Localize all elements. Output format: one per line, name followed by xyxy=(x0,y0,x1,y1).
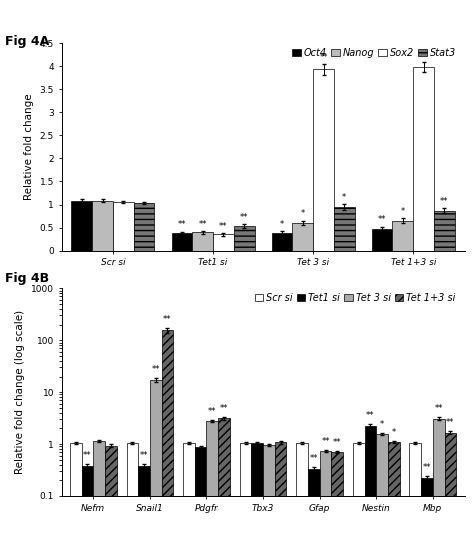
Text: **: ** xyxy=(440,197,448,206)
Text: **: ** xyxy=(208,407,217,416)
Bar xyxy=(292,223,313,251)
Text: **: ** xyxy=(423,463,431,472)
Bar xyxy=(82,466,93,539)
Text: **: ** xyxy=(321,437,330,446)
Bar xyxy=(272,233,292,251)
Bar xyxy=(334,207,355,251)
Text: **: ** xyxy=(333,438,341,447)
Text: **: ** xyxy=(178,220,186,230)
Bar xyxy=(207,421,218,539)
Text: *: * xyxy=(401,207,405,216)
Bar xyxy=(218,418,230,539)
Text: **: ** xyxy=(319,53,328,61)
Text: **: ** xyxy=(419,51,428,60)
Text: **: ** xyxy=(366,411,374,420)
Bar xyxy=(172,233,192,251)
Bar xyxy=(313,70,334,251)
Bar xyxy=(296,443,308,539)
Text: **: ** xyxy=(140,451,148,460)
Text: **: ** xyxy=(446,418,455,427)
Bar xyxy=(433,418,445,539)
Text: **: ** xyxy=(240,213,248,222)
Bar xyxy=(365,426,376,539)
Bar xyxy=(127,443,138,539)
Bar xyxy=(376,434,388,539)
Bar xyxy=(331,452,343,539)
Text: **: ** xyxy=(163,315,172,324)
Y-axis label: Relative fold change (log scale): Relative fold change (log scale) xyxy=(16,310,26,474)
Bar xyxy=(240,443,251,539)
Bar xyxy=(434,211,455,251)
Text: Fig 4A: Fig 4A xyxy=(5,35,49,48)
Bar xyxy=(372,229,392,251)
Bar xyxy=(162,330,173,539)
Bar xyxy=(308,469,319,539)
Legend: Oct4, Nanog, Sox2, Stat3: Oct4, Nanog, Sox2, Stat3 xyxy=(288,44,460,61)
Bar xyxy=(388,443,400,539)
Bar xyxy=(70,443,82,539)
Text: **: ** xyxy=(152,365,160,374)
Text: **: ** xyxy=(310,454,318,463)
Bar xyxy=(410,443,421,539)
Text: *: * xyxy=(342,193,346,202)
Bar xyxy=(421,478,433,539)
Text: Fig 4B: Fig 4B xyxy=(5,272,49,285)
Text: *: * xyxy=(301,209,305,218)
Text: **: ** xyxy=(378,216,386,224)
Bar xyxy=(105,446,117,539)
Bar xyxy=(445,433,456,539)
Bar xyxy=(93,441,105,539)
Legend: Scr si, Tet1 si, Tet 3 si, Tet 1+3 si: Scr si, Tet1 si, Tet 3 si, Tet 1+3 si xyxy=(251,289,460,307)
Bar xyxy=(319,451,331,539)
Text: **: ** xyxy=(83,451,91,460)
Text: **: ** xyxy=(220,404,228,413)
Text: **: ** xyxy=(219,222,228,231)
Bar xyxy=(134,203,155,251)
Bar xyxy=(138,466,150,539)
Text: *: * xyxy=(280,220,284,229)
Text: **: ** xyxy=(435,404,443,413)
Bar xyxy=(251,443,263,539)
Text: **: ** xyxy=(199,219,207,229)
Text: *: * xyxy=(380,420,384,429)
Bar xyxy=(92,201,113,251)
Bar xyxy=(275,443,286,539)
Bar xyxy=(192,232,213,251)
Y-axis label: Relative fold change: Relative fold change xyxy=(24,94,34,200)
Bar xyxy=(263,445,275,539)
Bar xyxy=(213,234,234,251)
Bar xyxy=(195,447,207,539)
Bar xyxy=(183,443,195,539)
Text: *: * xyxy=(392,428,396,437)
Bar xyxy=(113,202,134,251)
Bar xyxy=(72,201,92,251)
Bar xyxy=(392,220,413,251)
Bar xyxy=(150,380,162,539)
Bar xyxy=(234,226,255,251)
Bar xyxy=(413,67,434,251)
Bar xyxy=(353,443,365,539)
